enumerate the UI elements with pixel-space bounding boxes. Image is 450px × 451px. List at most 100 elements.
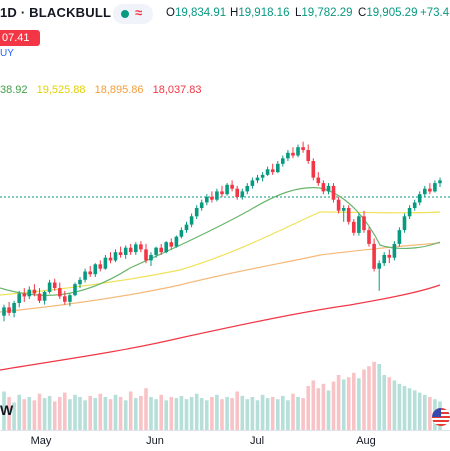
candle-body [225, 184, 229, 195]
candle-body [341, 208, 346, 211]
candle-body [407, 208, 412, 217]
candle-body [417, 194, 422, 203]
candle-body [58, 288, 62, 297]
volume-bar [377, 364, 381, 430]
candles [2, 141, 442, 322]
volume-bar [417, 392, 422, 430]
candle-body [423, 188, 427, 195]
chart-header: 1D · BLACKBULL ≈ O19,834.91 H19,918.16 L… [0, 0, 450, 30]
candle-body [311, 161, 316, 178]
candle-body [78, 279, 82, 285]
candle-body [281, 158, 285, 164]
candle-body [346, 208, 351, 222]
candle-body [402, 216, 407, 231]
volume-bar [346, 377, 351, 430]
candle-body [372, 243, 376, 269]
ma-value-orange: 18,895.86 [94, 84, 144, 96]
volume-bar [392, 380, 397, 430]
candle-body [215, 191, 219, 200]
volume-bar [113, 394, 118, 430]
volume-bar [123, 400, 128, 430]
candle-body [270, 169, 275, 173]
x-tick-jul: Jul [249, 435, 265, 447]
ohlc-close-value: 19,905.29 [366, 7, 418, 19]
ma-value-green: 38.92 [0, 84, 28, 96]
volume-bar [98, 393, 103, 430]
candle-body [336, 199, 341, 211]
volume-bar [149, 397, 153, 430]
volume-bar [144, 388, 148, 430]
ma-green-line [0, 187, 441, 296]
volume-bar [134, 398, 138, 430]
volume-bar [255, 400, 260, 430]
candle-body [367, 230, 371, 244]
volume-bar [306, 386, 310, 430]
volume-bar [174, 398, 179, 430]
candle-body [134, 244, 138, 253]
watermark-letter: W [0, 402, 14, 418]
price-chart[interactable] [0, 0, 450, 430]
volume-bar [250, 397, 255, 430]
symbol-title[interactable]: 1D · BLACKBULL [0, 5, 112, 20]
volume-bar [93, 398, 98, 430]
candle-body [276, 163, 280, 173]
candle-body [387, 254, 392, 258]
volume-bar [291, 393, 295, 430]
candle-body [199, 202, 204, 208]
buy-label[interactable]: UY [0, 48, 14, 59]
volume-bar [88, 395, 92, 430]
candle-body [7, 307, 11, 313]
volume-bar [199, 398, 204, 430]
ma-value-yellow: 19,525.88 [36, 84, 86, 96]
volume-bar [341, 379, 346, 430]
candle-body [205, 196, 209, 203]
volume-bar [205, 400, 209, 430]
ohlc-change: +73.4 [420, 7, 449, 19]
candle-body [260, 174, 265, 178]
candle-body [291, 152, 295, 156]
candle-body [27, 289, 32, 297]
x-tick-jun: Jun [146, 435, 164, 447]
volume-bar [397, 383, 402, 430]
time-axis[interactable]: May Jun Jul Aug [0, 430, 450, 451]
ohlc-high-value: 19,918.16 [238, 7, 290, 19]
volume-bar [412, 390, 417, 430]
candle-body [164, 242, 168, 253]
candle-body [357, 216, 361, 233]
candle-body [382, 254, 386, 264]
volume-bar [2, 391, 6, 430]
candle-body [98, 264, 103, 269]
sell-price-box[interactable]: 07.41 [0, 30, 40, 46]
ohlc-high: H19,918.16 [230, 7, 289, 19]
candle-body [220, 191, 224, 195]
candle-body [169, 242, 174, 247]
candle-body [149, 254, 153, 261]
candle-body [128, 247, 133, 253]
market-status-chip[interactable]: ≈ [113, 4, 153, 24]
volume-bar [382, 375, 386, 430]
volume-bar [387, 377, 392, 430]
volume-bar [372, 361, 376, 430]
candle-body [326, 185, 331, 192]
volume-bar [184, 399, 189, 430]
volume-bar [296, 397, 300, 430]
volume-bar [118, 397, 123, 430]
candle-body [428, 188, 432, 192]
us-flag-icon[interactable] [432, 408, 450, 426]
candle-body [392, 243, 397, 258]
candle-body [63, 296, 67, 302]
ohlc-close: C19,905.29 [358, 7, 417, 19]
candle-body [123, 247, 128, 255]
candle-body [174, 236, 179, 247]
candle-body [255, 177, 260, 181]
volume-bar [32, 400, 37, 430]
candle-body [93, 264, 98, 275]
ohlc-high-key: H [230, 7, 239, 19]
volume-bar [27, 397, 32, 430]
candle-body [73, 284, 77, 296]
ohlc-low-key: L [295, 7, 302, 19]
volume-bar [265, 398, 270, 430]
candle-body [108, 257, 113, 261]
ma-value-red: 18,037.83 [152, 84, 202, 96]
